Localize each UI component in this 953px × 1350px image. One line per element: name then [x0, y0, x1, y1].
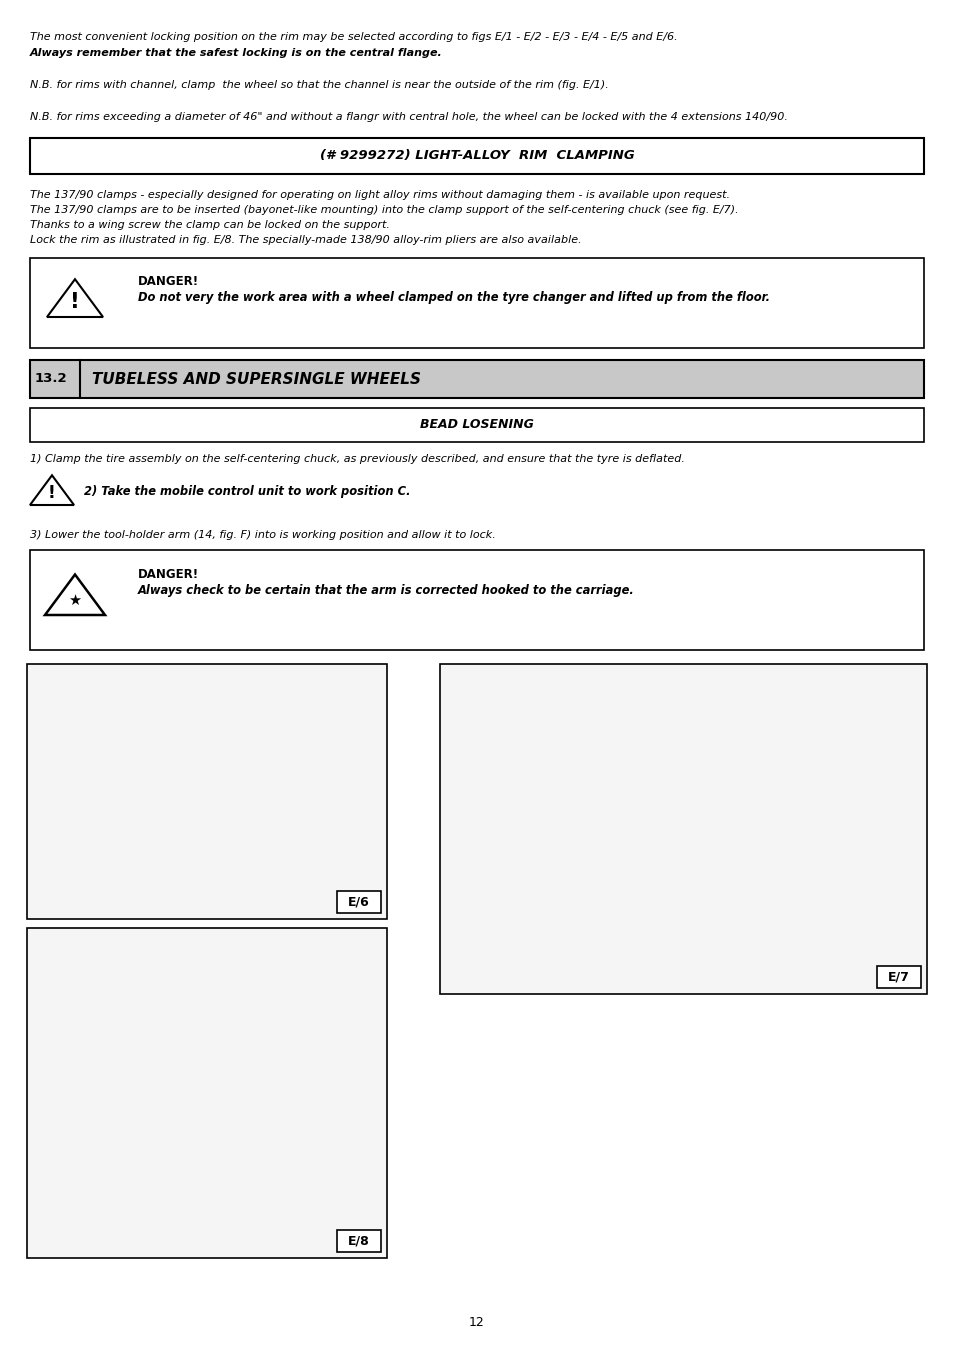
Text: 13.2: 13.2: [35, 373, 68, 386]
Text: DANGER!: DANGER!: [138, 568, 199, 580]
Bar: [27, 927, 387, 1258]
Text: The 137/90 clamps - especially designed for operating on light alloy rims withou: The 137/90 clamps - especially designed …: [30, 190, 729, 200]
Bar: [30, 258, 923, 348]
Text: N.B. for rims exceeding a diameter of 46" and without a flangr with central hole: N.B. for rims exceeding a diameter of 46…: [30, 112, 787, 122]
Bar: [27, 664, 387, 919]
Text: TUBELESS AND SUPERSINGLE WHEELS: TUBELESS AND SUPERSINGLE WHEELS: [91, 371, 420, 386]
Text: 3) Lower the tool-holder arm (14, fig. F) into is working position and allow it : 3) Lower the tool-holder arm (14, fig. F…: [30, 531, 496, 540]
Bar: [336, 1230, 380, 1251]
Bar: [336, 891, 380, 913]
Bar: [30, 138, 923, 174]
Text: ★: ★: [69, 593, 81, 608]
Bar: [439, 664, 926, 994]
Text: (# 9299272) LIGHT-ALLOY  RIM  CLAMPING: (# 9299272) LIGHT-ALLOY RIM CLAMPING: [319, 150, 634, 162]
Text: Always check to be certain that the arm is corrected hooked to the carriage.: Always check to be certain that the arm …: [138, 585, 634, 597]
Text: The most convenient locking position on the rim may be selected according to fig: The most convenient locking position on …: [30, 32, 677, 42]
Text: E/7: E/7: [887, 971, 909, 984]
Text: 2) Take the mobile control unit to work position C.: 2) Take the mobile control unit to work …: [84, 486, 410, 498]
Text: Thanks to a wing screw the clamp can be locked on the support.: Thanks to a wing screw the clamp can be …: [30, 220, 390, 230]
Text: Lock the rim as illustrated in fig. E/8. The specially-made 138/90 alloy-rim pli: Lock the rim as illustrated in fig. E/8.…: [30, 235, 581, 244]
Text: BEAD LOSENING: BEAD LOSENING: [419, 418, 534, 432]
Text: !: !: [48, 483, 56, 502]
Bar: [30, 360, 923, 398]
Text: Always remember that the safest locking is on the central flange.: Always remember that the safest locking …: [30, 49, 442, 58]
Text: !: !: [71, 292, 80, 312]
Text: DANGER!: DANGER!: [138, 275, 199, 288]
Text: E/6: E/6: [348, 895, 370, 909]
Bar: [876, 967, 920, 988]
Text: 12: 12: [469, 1315, 484, 1328]
Bar: [30, 549, 923, 649]
Text: N.B. for rims with channel, clamp  the wheel so that the channel is near the out: N.B. for rims with channel, clamp the wh…: [30, 80, 608, 90]
Text: E/8: E/8: [348, 1234, 370, 1247]
Text: 1) Clamp the tire assembly on the self-centering chuck, as previously described,: 1) Clamp the tire assembly on the self-c…: [30, 454, 684, 464]
Text: The 137/90 clamps are to be inserted (bayonet-like mounting) into the clamp supp: The 137/90 clamps are to be inserted (ba…: [30, 205, 738, 215]
Bar: [30, 408, 923, 441]
Text: Do not very the work area with a wheel clamped on the tyre changer and lifted up: Do not very the work area with a wheel c…: [138, 292, 769, 304]
